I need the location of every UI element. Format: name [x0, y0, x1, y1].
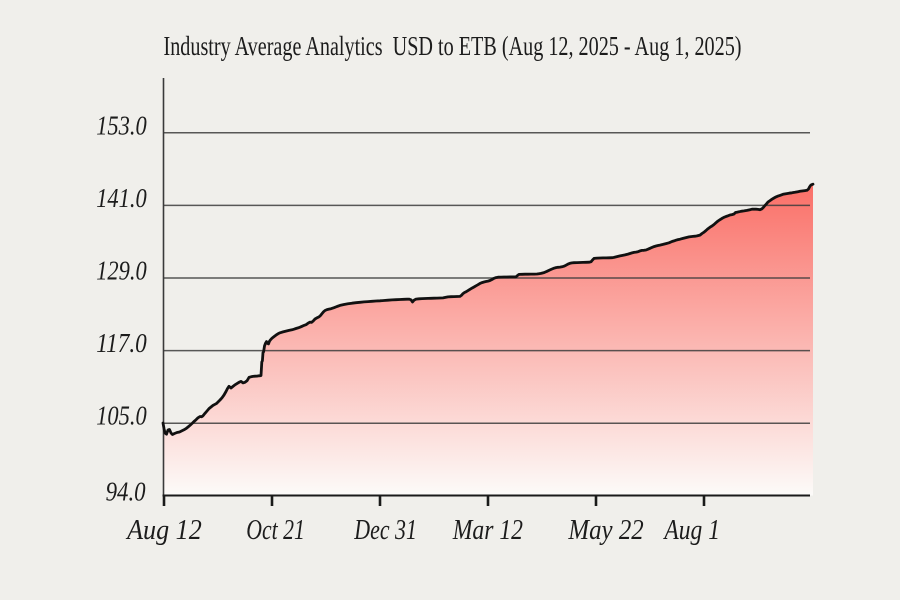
svg-text:94.0: 94.0 [106, 477, 146, 507]
svg-text:Aug 1: Aug 1 [663, 514, 720, 546]
svg-text:May 22: May 22 [568, 514, 644, 546]
svg-text:Industry Average Analytics US: Industry Average Analytics USD to ETB (A… [164, 31, 742, 61]
svg-text:Mar 12: Mar 12 [452, 514, 523, 546]
svg-text:117.0: 117.0 [96, 328, 147, 358]
svg-text:105.0: 105.0 [96, 401, 147, 431]
svg-text:141.0: 141.0 [96, 183, 147, 213]
svg-text:Dec 31: Dec 31 [354, 514, 417, 546]
svg-text:129.0: 129.0 [96, 256, 147, 286]
svg-text:Oct 21: Oct 21 [246, 514, 305, 546]
svg-text:153.0: 153.0 [96, 111, 147, 141]
svg-text:Aug 12: Aug 12 [125, 514, 202, 546]
